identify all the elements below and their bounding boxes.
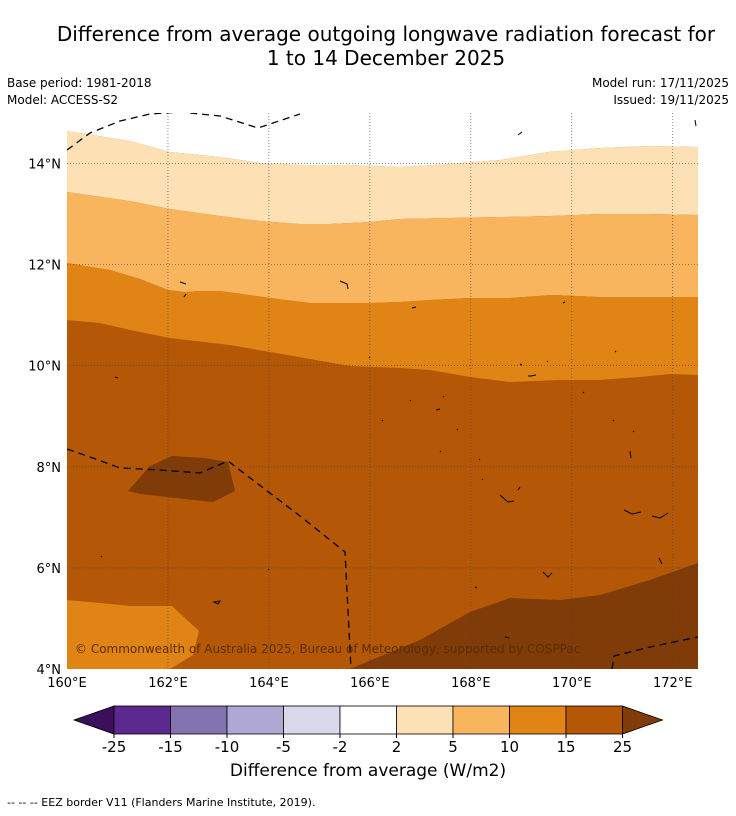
colorbar-title: Difference from average (W/m2) xyxy=(229,761,507,781)
island xyxy=(478,458,521,503)
lat-tick-label: 14°N xyxy=(28,158,61,173)
colorbar-swatch xyxy=(452,705,510,735)
lon-tick-label: 160°E xyxy=(47,676,87,691)
colorbar-tick-label: -5 xyxy=(276,738,291,756)
lon-tick-label: 166°E xyxy=(350,676,390,691)
colorbar-extend-high xyxy=(622,705,664,735)
issued-date: Issued: 19/11/2025 xyxy=(613,93,729,107)
colorbar-tick-label: 10 xyxy=(500,738,519,756)
longitude-labels: 160°E 162°E 164°E 166°E 168°E 170°E 172°E xyxy=(47,676,692,691)
lat-tick-label: 4°N xyxy=(37,663,62,678)
meta-right: Model run: 17/11/2025 Issued: 19/11/2025 xyxy=(592,75,729,109)
band-25-plus-lower xyxy=(350,563,698,669)
band-5-10 xyxy=(67,192,698,303)
colorbar-tick-label: -15 xyxy=(158,738,183,756)
colorbar-swatch xyxy=(396,705,454,735)
island xyxy=(623,509,669,519)
lat-tick-label: 8°N xyxy=(37,461,62,476)
band-10-15-patch xyxy=(67,600,199,669)
lon-tick-label: 170°E xyxy=(552,676,592,691)
lat-tick-label: 12°N xyxy=(28,259,61,274)
colorbar-tick-label: 5 xyxy=(448,738,458,756)
colorbar-swatch xyxy=(226,705,284,735)
model-run: Model run: 17/11/2025 xyxy=(591,76,729,90)
band-2-5 xyxy=(67,131,698,224)
lon-tick-label: 164°E xyxy=(249,676,289,691)
island xyxy=(694,119,697,127)
island xyxy=(612,419,635,459)
colorbar-tick-label: 25 xyxy=(613,738,632,756)
colorbar-tick-label: -10 xyxy=(215,738,240,756)
lat-tick-label: 10°N xyxy=(28,360,61,375)
island xyxy=(517,131,523,136)
band-10-15 xyxy=(67,263,698,382)
island xyxy=(339,280,349,290)
colorbar-tick-label: 2 xyxy=(392,738,402,756)
latitude-labels: 4°N 6°N 8°N 10°N 12°N 14°N xyxy=(28,158,61,678)
lon-tick-label: 168°E xyxy=(451,676,491,691)
colorbar-swatch xyxy=(283,705,341,735)
island xyxy=(179,281,187,298)
lat-tick-label: 6°N xyxy=(37,562,62,577)
meta-left: Base period: 1981-2018 Model: ACCESS-S2 xyxy=(7,75,152,109)
island xyxy=(114,356,371,379)
base-period: Base period: 1981-2018 xyxy=(7,76,152,90)
eez-borders xyxy=(67,113,698,669)
colorbar-tick-label: -25 xyxy=(102,738,127,756)
island xyxy=(542,571,553,578)
eez-border-marshall xyxy=(67,448,352,669)
title-line-1: Difference from average outgoing longwav… xyxy=(56,22,716,46)
eez-border-north xyxy=(67,113,301,151)
copyright-text: © Commonwealth of Australia 2025, Bureau… xyxy=(75,642,580,656)
colorbar-swatch xyxy=(509,705,567,735)
island xyxy=(212,600,222,605)
eez-legend: -- -- -- EEZ border V11 (Flanders Marine… xyxy=(7,796,316,809)
island xyxy=(411,306,417,309)
colorbar-extend-low xyxy=(72,705,115,735)
title-line-2: 1 to 14 December 2025 xyxy=(266,46,506,70)
gridlines xyxy=(67,113,698,669)
island xyxy=(474,586,510,639)
colorbar-swatch xyxy=(113,705,171,735)
colorbar-tick-label: 15 xyxy=(556,738,575,756)
colorbar-swatch xyxy=(565,705,623,735)
islands xyxy=(100,119,697,639)
island xyxy=(381,395,459,453)
lon-tick-label: 162°E xyxy=(148,676,188,691)
colorbar: -25 -15 -10 -5 -2 2 5 10 15 25 xyxy=(72,705,664,756)
island xyxy=(562,301,617,353)
band-25-plus-patch xyxy=(128,456,235,502)
island xyxy=(100,555,663,571)
map-title: Difference from average outgoing longwav… xyxy=(0,22,736,70)
eez-border-southeast xyxy=(611,636,698,669)
contour-field xyxy=(67,113,698,669)
colorbar-swatch xyxy=(339,705,397,735)
model-name: Model: ACCESS-S2 xyxy=(7,93,119,107)
colorbar-tick-label: -2 xyxy=(333,738,348,756)
island xyxy=(519,360,585,394)
band-neutral xyxy=(67,113,698,167)
colorbar-swatch xyxy=(170,705,228,735)
lon-tick-label: 172°E xyxy=(653,676,693,691)
